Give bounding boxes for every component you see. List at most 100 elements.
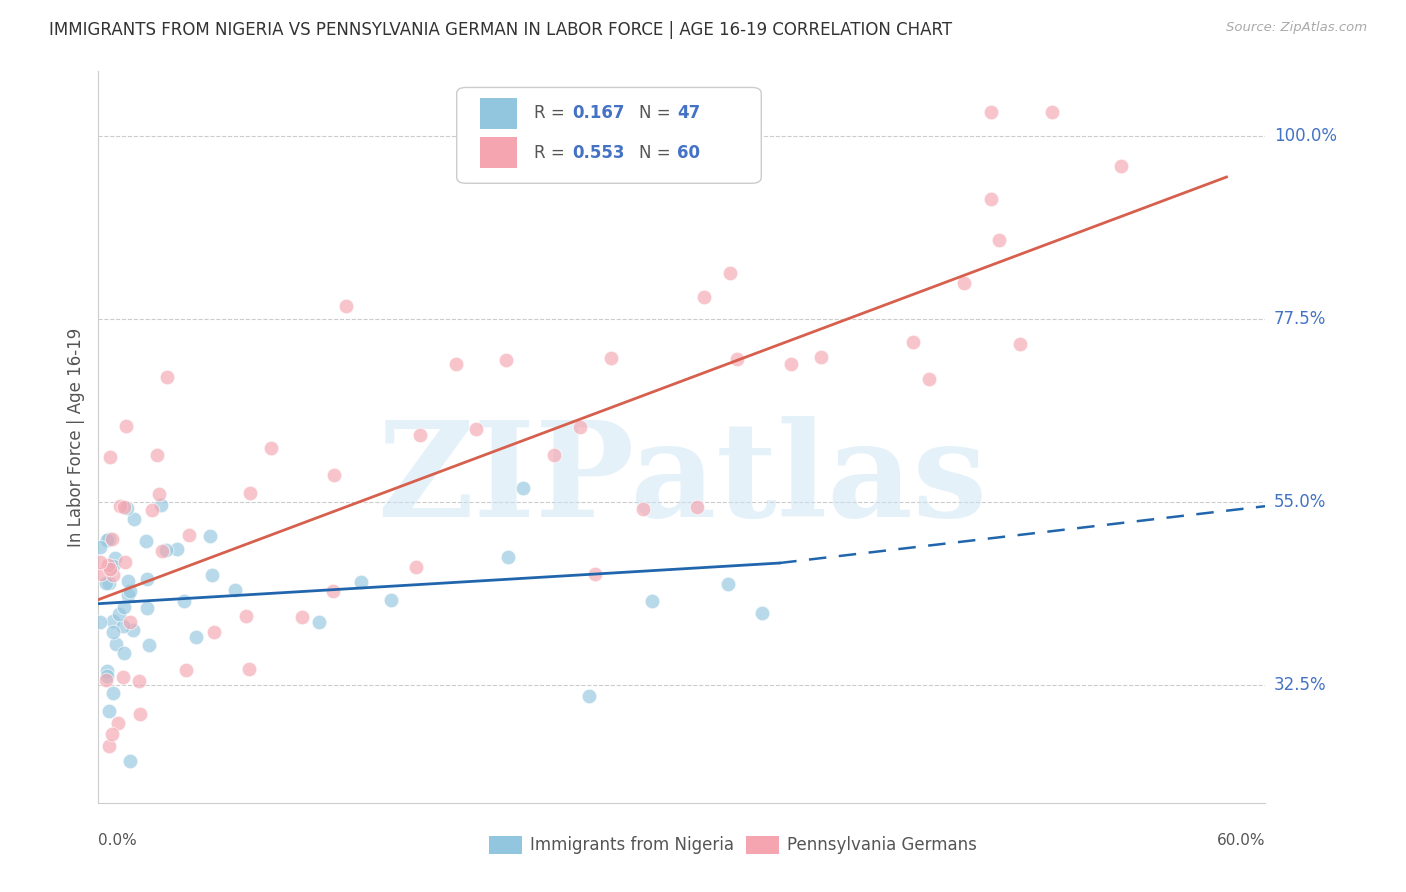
Text: R =: R = (534, 104, 564, 122)
Y-axis label: In Labor Force | Age 16-19: In Labor Force | Age 16-19 (66, 327, 84, 547)
Point (322, 584, 344, 599)
Point (111, 670, 134, 684)
Point (201, 567, 224, 582)
Point (96, 533, 118, 548)
Point (136, 600, 159, 615)
Point (335, 300, 357, 314)
Point (135, 534, 157, 549)
Point (149, 498, 172, 512)
Point (186, 630, 208, 644)
Point (117, 501, 139, 516)
Text: N =: N = (638, 104, 671, 122)
Text: Source: ZipAtlas.com: Source: ZipAtlas.com (1226, 21, 1367, 34)
Point (101, 533, 124, 547)
Point (103, 625, 125, 640)
Point (380, 592, 402, 607)
Point (104, 550, 127, 565)
Point (599, 351, 621, 365)
Point (107, 716, 129, 731)
Point (953, 276, 976, 290)
Point (98, 450, 121, 464)
Point (103, 614, 125, 628)
Point (202, 624, 225, 639)
Point (631, 502, 654, 516)
Point (89, 540, 111, 554)
Point (291, 610, 314, 624)
Point (751, 607, 773, 621)
Text: 55.0%: 55.0% (1274, 493, 1326, 511)
Text: 77.5%: 77.5% (1274, 310, 1326, 328)
Point (141, 503, 163, 517)
Point (97, 532, 120, 546)
Point (129, 706, 152, 721)
Point (409, 428, 432, 442)
Point (725, 351, 748, 366)
Point (810, 350, 832, 364)
Point (465, 422, 488, 436)
Point (101, 567, 124, 582)
Point (543, 448, 565, 462)
Point (578, 689, 600, 703)
Point (239, 485, 262, 500)
Point (124, 512, 146, 526)
Point (903, 334, 925, 349)
Point (444, 357, 467, 371)
Point (512, 481, 534, 495)
Point (103, 686, 125, 700)
Point (641, 594, 664, 608)
Point (224, 583, 246, 598)
Point (96, 576, 118, 591)
Point (568, 420, 591, 434)
Point (97, 704, 120, 718)
Point (693, 290, 716, 304)
Point (1040, 105, 1063, 120)
Point (121, 623, 143, 637)
FancyBboxPatch shape (489, 837, 522, 854)
Point (979, 105, 1001, 120)
Point (117, 588, 139, 602)
Text: 60: 60 (678, 144, 700, 161)
FancyBboxPatch shape (479, 137, 517, 168)
Point (173, 593, 195, 607)
Point (717, 577, 740, 591)
Point (235, 609, 257, 624)
Point (114, 555, 136, 569)
Point (89, 555, 111, 569)
Point (96, 669, 118, 683)
FancyBboxPatch shape (479, 98, 517, 128)
Point (97, 558, 120, 572)
Point (177, 528, 200, 542)
Text: R =: R = (534, 144, 564, 161)
Point (118, 755, 141, 769)
Point (987, 233, 1010, 247)
Point (105, 637, 128, 651)
Point (97, 576, 120, 591)
FancyBboxPatch shape (457, 87, 761, 183)
Point (128, 674, 150, 689)
Text: 60.0%: 60.0% (1218, 833, 1265, 848)
Point (498, 550, 520, 565)
Point (94, 673, 117, 687)
Point (166, 542, 188, 557)
Point (118, 615, 141, 629)
Text: N =: N = (638, 144, 671, 161)
Text: ZIPatlas: ZIPatlas (377, 417, 987, 546)
Point (96, 664, 118, 678)
Point (917, 372, 939, 386)
Text: IMMIGRANTS FROM NIGERIA VS PENNSYLVANIA GERMAN IN LABOR FORCE | AGE 16-19 CORREL: IMMIGRANTS FROM NIGERIA VS PENNSYLVANIA … (49, 21, 952, 38)
Point (155, 542, 177, 557)
Point (108, 607, 131, 621)
Point (156, 369, 179, 384)
Text: 0.553: 0.553 (572, 144, 624, 161)
Point (685, 500, 707, 515)
Point (101, 727, 124, 741)
Point (238, 662, 260, 676)
Point (114, 418, 136, 433)
Point (1109, 159, 1132, 173)
Point (495, 352, 517, 367)
Point (90, 567, 112, 582)
Point (1008, 337, 1031, 351)
Point (323, 468, 346, 483)
Point (174, 663, 197, 677)
Point (308, 615, 330, 629)
